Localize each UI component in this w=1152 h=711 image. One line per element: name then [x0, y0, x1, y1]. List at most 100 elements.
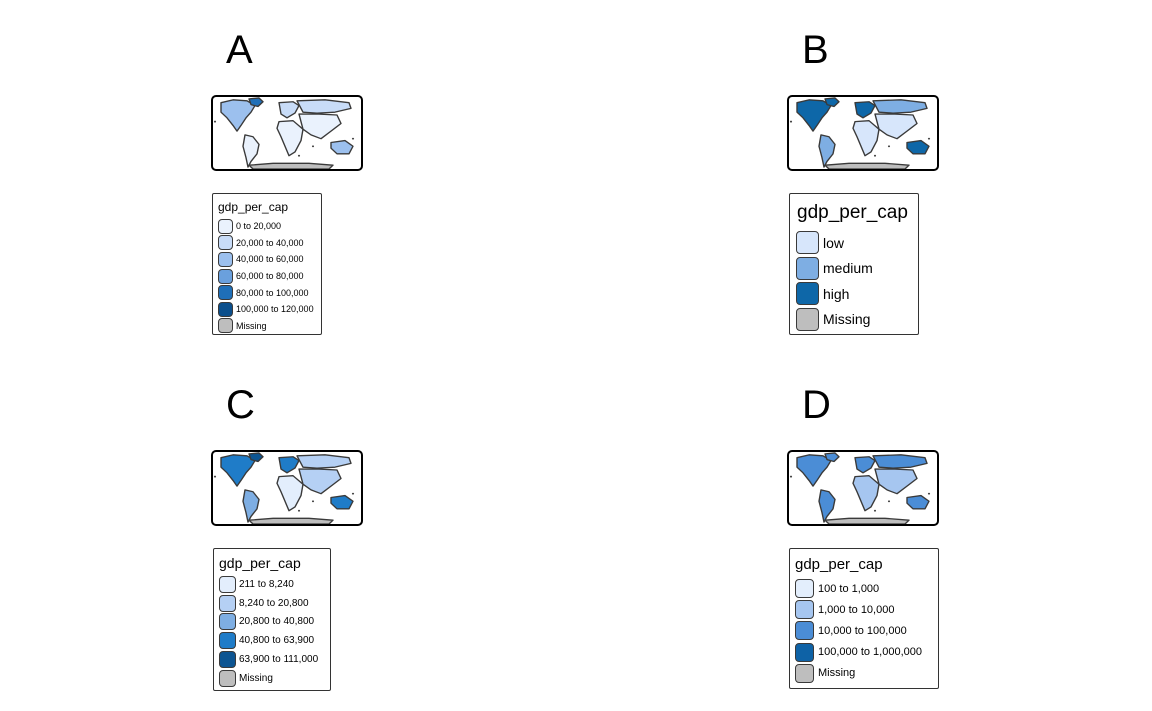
legend-label: Missing [818, 667, 856, 680]
legend-swatch [796, 256, 819, 280]
world-map-svg [214, 452, 354, 524]
legend-swatch [796, 282, 819, 306]
region-af [852, 475, 880, 512]
legend-label: Missing [239, 672, 273, 684]
legend-title: gdp_per_cap [795, 556, 883, 573]
island-dot [874, 509, 876, 512]
legend-label: 40,000 to 60,000 [236, 254, 304, 265]
region-gl [824, 97, 840, 108]
legend-label: 40,800 to 63,900 [239, 635, 315, 647]
legend-swatch [219, 575, 236, 593]
legend-title: gdp_per_cap [797, 202, 908, 223]
legend-item: 0 to 20,000 [213, 218, 321, 235]
region-as [298, 113, 342, 140]
legend-item: medium [790, 256, 918, 282]
region-ru [872, 454, 928, 469]
region-sa [242, 134, 260, 168]
world-map-svg [790, 452, 930, 524]
legend-swatch [219, 594, 236, 612]
region-af [276, 120, 304, 157]
legend-c: gdp_per_cap 211 to 8,240 8,240 to 20,800 20… [213, 548, 331, 691]
region-ru [296, 99, 352, 114]
region-af [276, 475, 304, 512]
legend-label: 80,000 to 100,000 [236, 287, 309, 298]
island-dot [214, 475, 216, 478]
world-map-d [787, 450, 939, 526]
legend-label: Missing [236, 320, 267, 331]
legend-item: Missing [214, 669, 330, 688]
region-ru [296, 454, 352, 469]
island-dot [888, 145, 890, 148]
legend-swatch [796, 307, 819, 331]
legend-a: gdp_per_cap 0 to 20,000 20,000 to 40,000 40… [212, 193, 322, 335]
legend-item: 8,240 to 20,800 [214, 594, 330, 613]
panel-label-c: C [226, 383, 255, 427]
legend-label: 20,000 to 40,000 [236, 237, 304, 248]
legend-label: Missing [823, 311, 871, 328]
world-map-svg [214, 97, 354, 169]
region-gl [248, 452, 264, 463]
island-dot [928, 492, 930, 495]
legend-item: 80,000 to 100,000 [213, 284, 321, 301]
legend-item: 40,000 to 60,000 [213, 251, 321, 268]
region-as [874, 468, 918, 495]
region-af [852, 120, 880, 157]
region-an [824, 517, 910, 524]
legend-swatch [219, 669, 236, 687]
legend-label: 100,000 to 1,000,000 [818, 646, 922, 659]
legend-item: 100,000 to 1,000,000 [790, 642, 938, 663]
legend-swatch [795, 600, 814, 620]
island-dot [352, 137, 354, 140]
panel-label-d: D [802, 383, 831, 427]
legend-item: Missing [790, 663, 938, 684]
legend-swatch [219, 613, 236, 631]
region-sa [242, 489, 260, 523]
island-dot [298, 509, 300, 512]
legend-item: 20,000 to 40,000 [213, 235, 321, 252]
legend-label: 8,240 to 20,800 [239, 597, 309, 609]
legend-item: high [790, 281, 918, 307]
legend-label: medium [823, 260, 873, 277]
legend-label: 63,900 to 111,000 [239, 654, 319, 666]
legend-swatch [219, 651, 236, 669]
island-dot [928, 137, 930, 140]
legend-b: gdp_per_cap low medium high Missing [789, 193, 919, 335]
legend-label: 1,000 to 10,000 [818, 603, 895, 616]
region-au [330, 494, 354, 510]
island-dot [888, 500, 890, 503]
region-as [298, 468, 342, 495]
region-eu [278, 101, 300, 119]
legend-swatch [795, 621, 814, 641]
legend-swatch [795, 642, 814, 662]
region-na [220, 454, 256, 487]
island-dot [312, 500, 314, 503]
legend-item: 211 to 8,240 [214, 575, 330, 594]
legend-item: 20,800 to 40,800 [214, 613, 330, 632]
region-eu [854, 101, 876, 119]
legend-swatch [795, 663, 814, 683]
panel-label-b: B [802, 28, 829, 72]
region-na [796, 99, 832, 132]
region-au [906, 139, 930, 155]
region-na [220, 99, 256, 132]
legend-label: 10,000 to 100,000 [818, 624, 907, 637]
legend-item: 100 to 1,000 [790, 578, 938, 599]
legend-swatch [218, 251, 233, 267]
legend-label: 0 to 20,000 [236, 221, 282, 232]
legend-title: gdp_per_cap [219, 555, 301, 571]
legend-label: 20,800 to 40,800 [239, 616, 315, 628]
legend-d: gdp_per_cap 100 to 1,000 1,000 to 10,000 10… [789, 548, 939, 689]
world-map-svg [790, 97, 930, 169]
island-dot [312, 145, 314, 148]
region-eu [278, 456, 300, 474]
legend-swatch [218, 218, 233, 234]
legend-label: 60,000 to 80,000 [236, 271, 304, 282]
region-an [248, 517, 334, 524]
region-as [874, 113, 918, 140]
region-eu [854, 456, 876, 474]
island-dot [790, 475, 792, 478]
legend-label: 100,000 to 120,000 [236, 304, 314, 315]
region-gl [248, 97, 264, 108]
island-dot [874, 154, 876, 157]
legend-item: Missing [213, 318, 321, 335]
